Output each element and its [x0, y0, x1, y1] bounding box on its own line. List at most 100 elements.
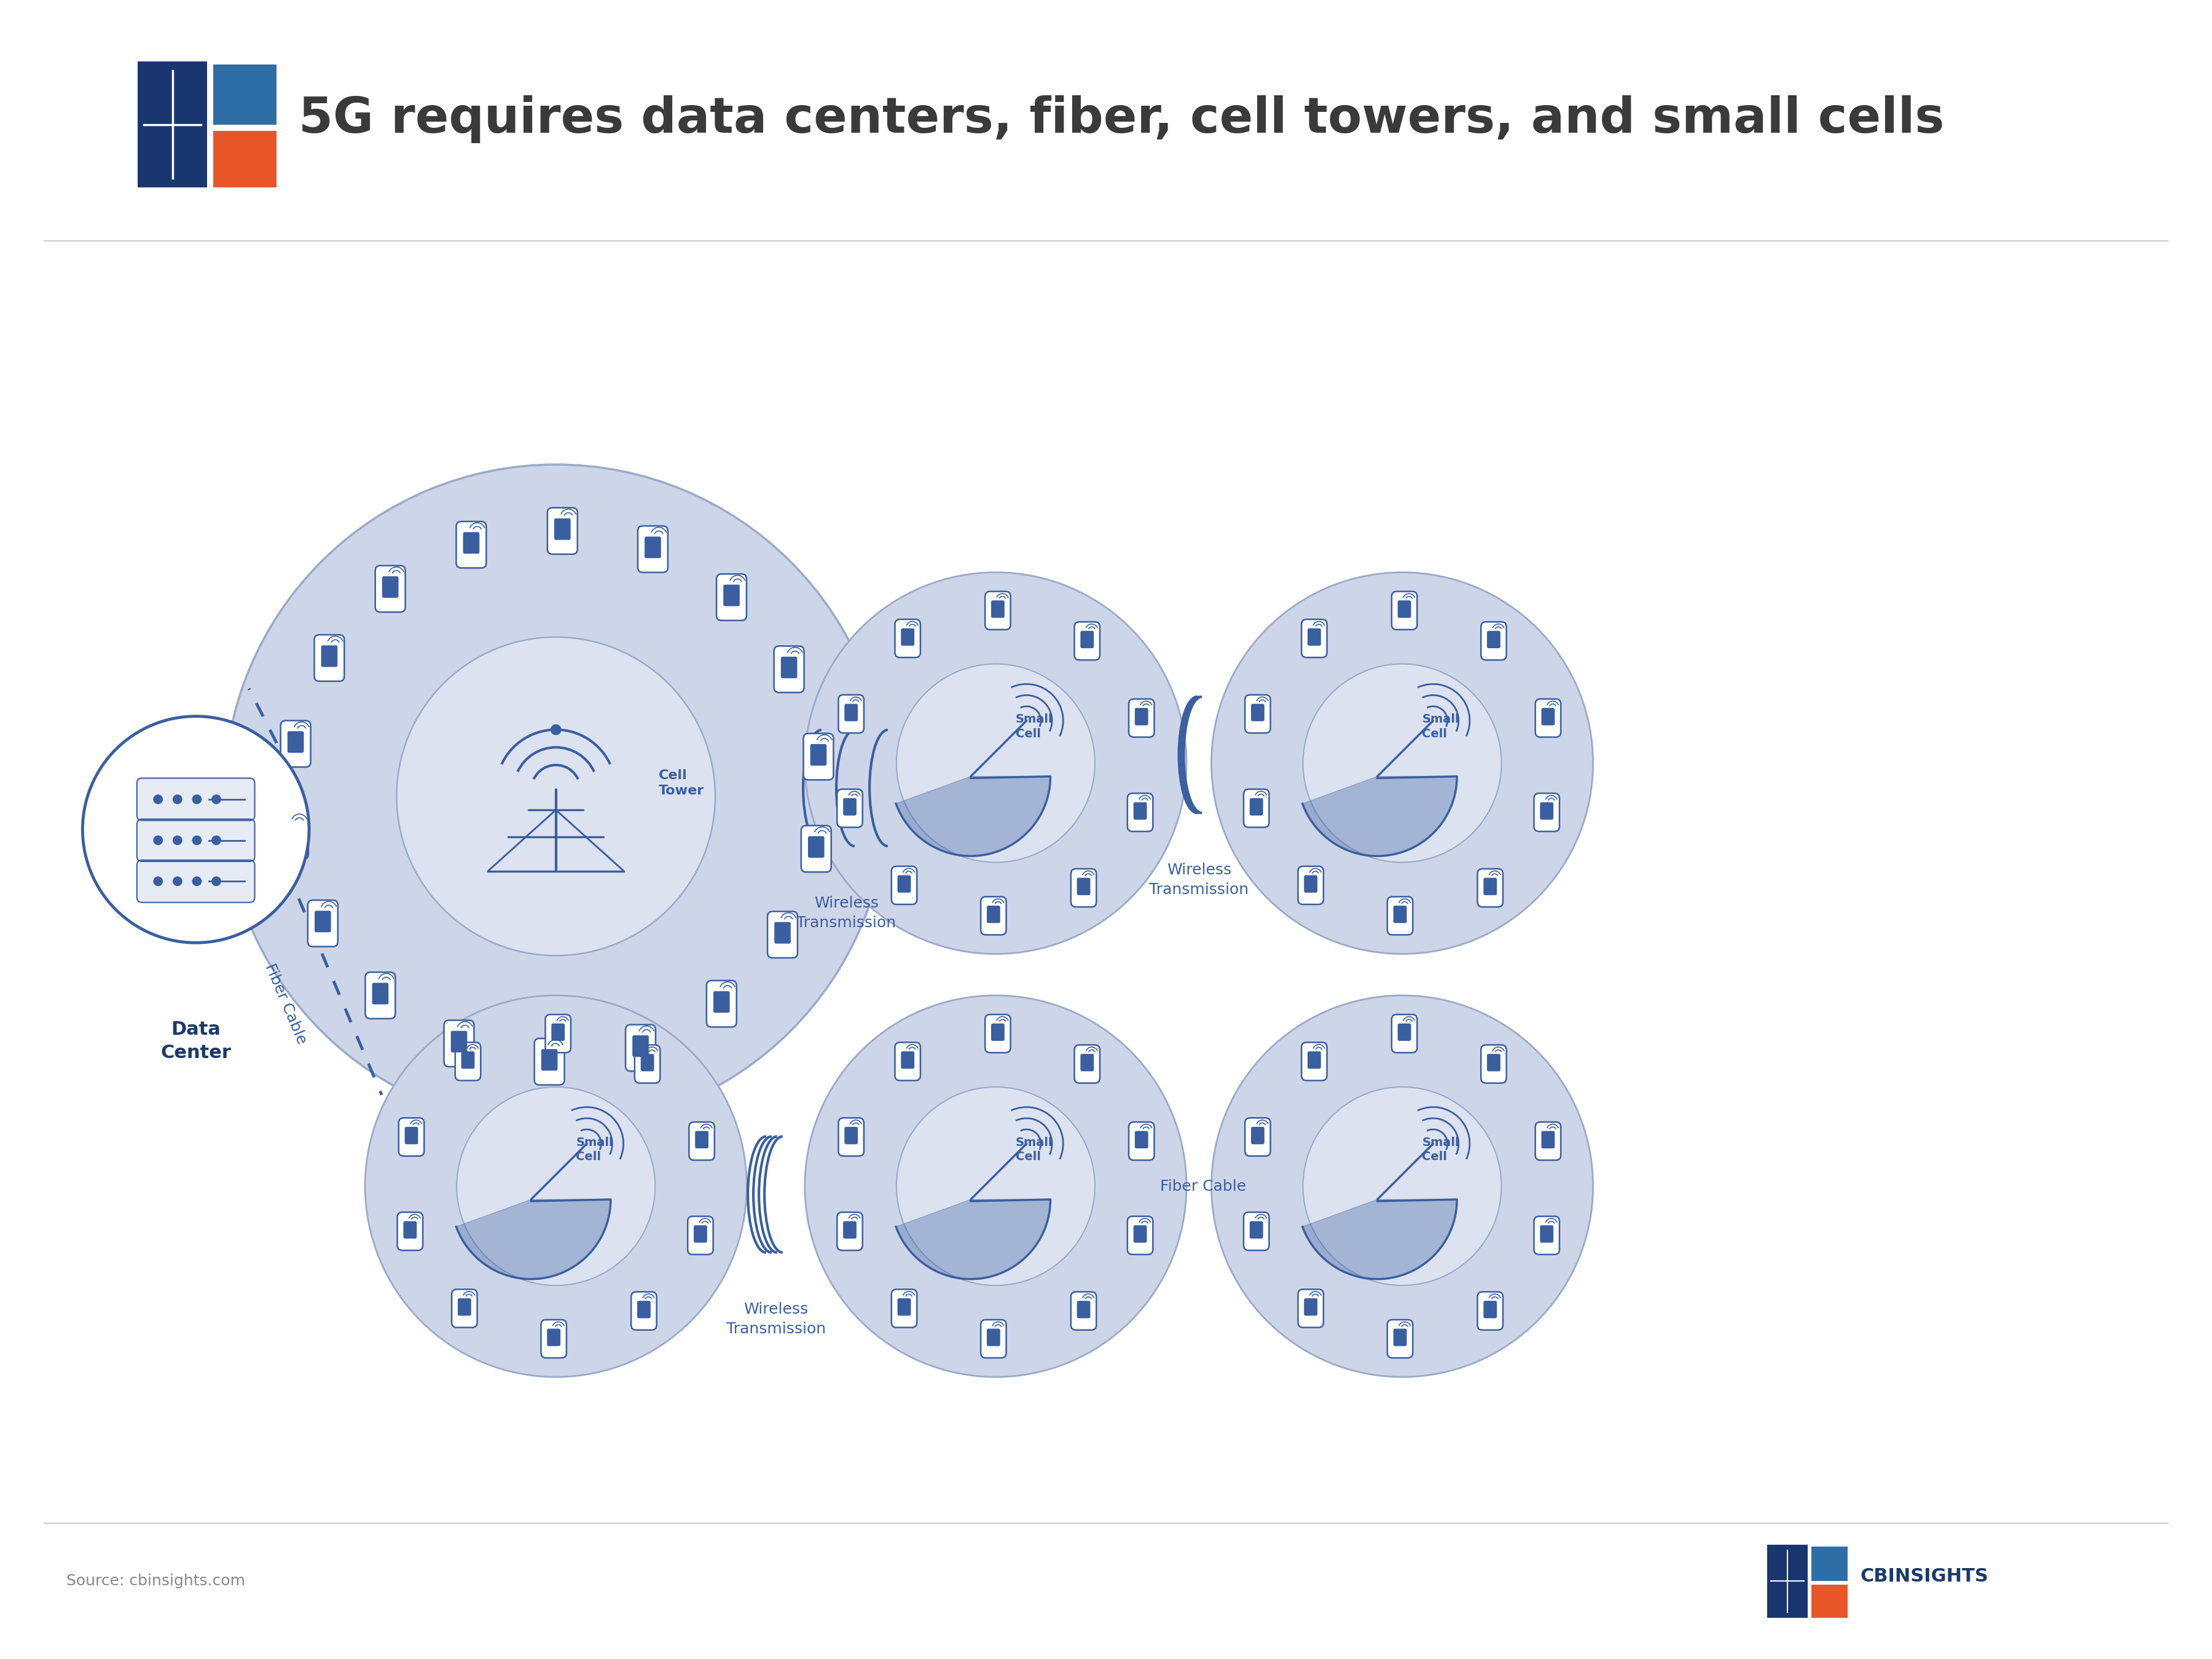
Circle shape: [1212, 995, 1593, 1377]
FancyBboxPatch shape: [637, 1301, 650, 1319]
FancyBboxPatch shape: [706, 980, 737, 1027]
FancyBboxPatch shape: [1535, 698, 1562, 737]
Circle shape: [153, 795, 164, 805]
Text: Source: cbinsights.com: Source: cbinsights.com: [66, 1574, 246, 1588]
FancyBboxPatch shape: [1133, 803, 1146, 820]
FancyBboxPatch shape: [1243, 1213, 1270, 1251]
FancyBboxPatch shape: [535, 1039, 564, 1085]
Circle shape: [805, 572, 1186, 954]
Text: Fiber Cable: Fiber Cable: [1159, 1180, 1245, 1193]
FancyBboxPatch shape: [1079, 630, 1093, 649]
FancyBboxPatch shape: [285, 823, 301, 844]
FancyBboxPatch shape: [695, 1131, 708, 1148]
FancyBboxPatch shape: [807, 836, 825, 858]
FancyBboxPatch shape: [838, 1118, 865, 1156]
FancyBboxPatch shape: [900, 1052, 914, 1068]
Text: Wireless
Transmission: Wireless Transmission: [726, 1302, 825, 1337]
FancyBboxPatch shape: [1307, 1052, 1321, 1068]
FancyBboxPatch shape: [843, 1221, 856, 1239]
FancyBboxPatch shape: [462, 533, 480, 554]
FancyBboxPatch shape: [137, 61, 208, 187]
FancyBboxPatch shape: [891, 866, 918, 904]
FancyBboxPatch shape: [1482, 622, 1506, 660]
Circle shape: [192, 795, 201, 805]
FancyBboxPatch shape: [1128, 1121, 1155, 1160]
Text: Data
Center: Data Center: [161, 1020, 230, 1062]
Text: Wireless
Transmission: Wireless Transmission: [796, 896, 896, 931]
FancyBboxPatch shape: [900, 629, 914, 645]
FancyBboxPatch shape: [980, 1319, 1006, 1357]
FancyBboxPatch shape: [458, 1299, 471, 1316]
Circle shape: [223, 465, 887, 1128]
FancyBboxPatch shape: [987, 1329, 1000, 1345]
FancyBboxPatch shape: [137, 820, 254, 861]
FancyBboxPatch shape: [774, 922, 790, 944]
FancyBboxPatch shape: [383, 576, 398, 597]
FancyBboxPatch shape: [801, 826, 832, 873]
FancyBboxPatch shape: [314, 635, 345, 682]
Circle shape: [173, 795, 181, 805]
Text: Small
Cell: Small Cell: [1422, 713, 1460, 740]
FancyBboxPatch shape: [1135, 708, 1148, 725]
FancyBboxPatch shape: [398, 1118, 425, 1156]
FancyBboxPatch shape: [1305, 1299, 1318, 1316]
Circle shape: [805, 995, 1186, 1377]
FancyBboxPatch shape: [1305, 876, 1318, 893]
FancyBboxPatch shape: [1387, 896, 1413, 934]
FancyBboxPatch shape: [781, 657, 796, 679]
FancyBboxPatch shape: [712, 990, 730, 1012]
Circle shape: [212, 795, 221, 805]
FancyBboxPatch shape: [546, 1015, 571, 1053]
FancyBboxPatch shape: [845, 703, 858, 722]
FancyBboxPatch shape: [1075, 1045, 1099, 1083]
FancyBboxPatch shape: [987, 906, 1000, 922]
FancyBboxPatch shape: [845, 1126, 858, 1145]
FancyBboxPatch shape: [462, 1052, 476, 1068]
FancyBboxPatch shape: [717, 574, 745, 620]
FancyBboxPatch shape: [137, 778, 254, 821]
FancyBboxPatch shape: [1484, 1301, 1498, 1319]
FancyBboxPatch shape: [365, 972, 396, 1019]
FancyBboxPatch shape: [1128, 793, 1152, 831]
FancyBboxPatch shape: [641, 1053, 655, 1072]
FancyBboxPatch shape: [279, 813, 307, 859]
Circle shape: [896, 1087, 1095, 1286]
FancyBboxPatch shape: [1812, 1584, 1847, 1618]
FancyBboxPatch shape: [1391, 592, 1418, 630]
FancyBboxPatch shape: [137, 859, 254, 902]
Polygon shape: [456, 1199, 611, 1279]
FancyBboxPatch shape: [456, 1042, 480, 1080]
FancyBboxPatch shape: [314, 911, 332, 932]
FancyBboxPatch shape: [1252, 703, 1265, 722]
FancyBboxPatch shape: [551, 1024, 564, 1040]
Text: Wireless
Transmission: Wireless Transmission: [1148, 863, 1250, 898]
FancyBboxPatch shape: [1133, 1226, 1146, 1243]
FancyBboxPatch shape: [1398, 1024, 1411, 1040]
FancyBboxPatch shape: [546, 508, 577, 554]
FancyBboxPatch shape: [635, 1045, 659, 1083]
FancyBboxPatch shape: [1394, 906, 1407, 922]
FancyBboxPatch shape: [768, 911, 799, 957]
Text: Small
Cell: Small Cell: [1015, 1136, 1053, 1163]
FancyBboxPatch shape: [1387, 1319, 1413, 1357]
Circle shape: [896, 664, 1095, 863]
Text: Cell
Tower: Cell Tower: [659, 770, 703, 796]
FancyBboxPatch shape: [1307, 629, 1321, 645]
FancyBboxPatch shape: [1250, 798, 1263, 816]
FancyBboxPatch shape: [836, 790, 863, 828]
Circle shape: [1212, 572, 1593, 954]
FancyBboxPatch shape: [898, 876, 911, 893]
Circle shape: [212, 876, 221, 886]
FancyBboxPatch shape: [372, 982, 389, 1004]
FancyBboxPatch shape: [1077, 878, 1091, 896]
FancyBboxPatch shape: [212, 131, 276, 187]
FancyBboxPatch shape: [542, 1048, 557, 1070]
Circle shape: [173, 876, 181, 886]
FancyBboxPatch shape: [1135, 1131, 1148, 1148]
Circle shape: [153, 836, 164, 844]
FancyBboxPatch shape: [637, 526, 668, 572]
FancyBboxPatch shape: [1394, 1329, 1407, 1345]
Circle shape: [456, 1087, 655, 1286]
FancyBboxPatch shape: [626, 1025, 655, 1072]
FancyBboxPatch shape: [896, 619, 920, 657]
